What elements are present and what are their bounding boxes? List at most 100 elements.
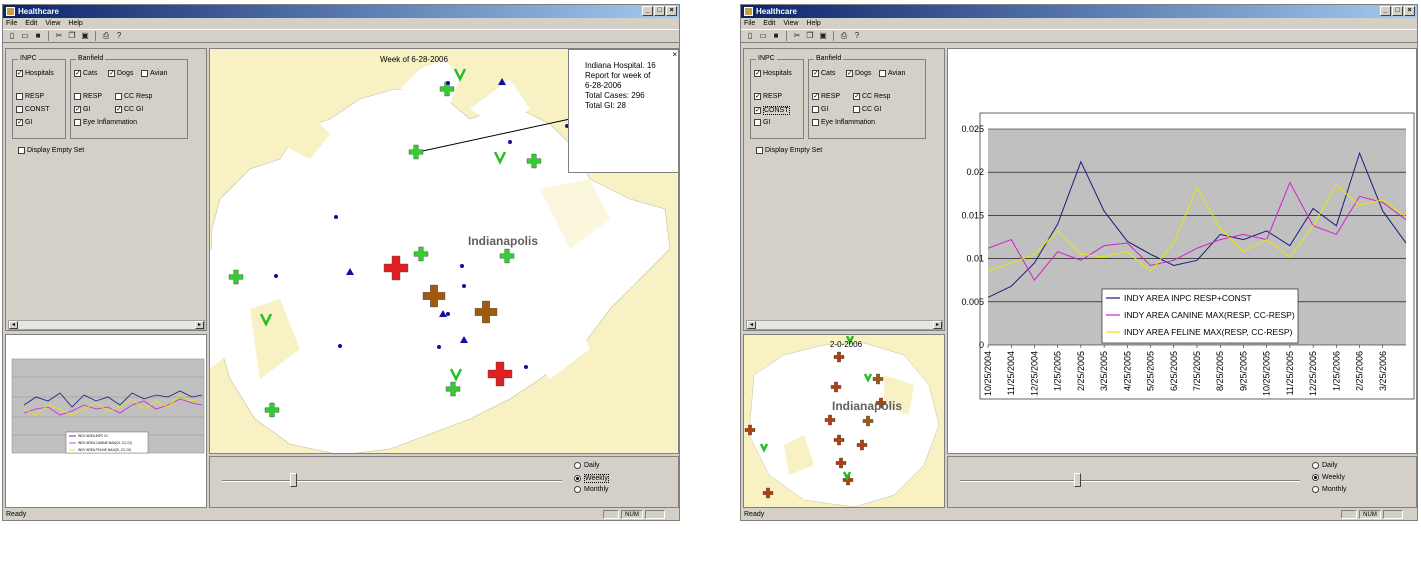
checkbox-gi[interactable]: ✓ GI xyxy=(16,119,33,126)
checkbox-banfield-gi[interactable]: ✓ GI xyxy=(74,106,91,113)
checkbox-resp[interactable]: ✓ RESP xyxy=(754,93,783,100)
open-folder-icon[interactable]: ▭ xyxy=(759,31,767,40)
maximize-button[interactable]: □ xyxy=(654,6,665,16)
time-slider-track[interactable] xyxy=(960,480,1300,482)
status-bar: Ready NUM xyxy=(741,509,1417,520)
y-tick-label: 0.015 xyxy=(961,210,984,220)
checkbox-hospitals[interactable]: ✓ Hospitals xyxy=(16,70,54,77)
checkbox-avian[interactable]: Avian xyxy=(141,70,167,77)
new-file-icon[interactable]: ▯ xyxy=(9,31,15,40)
menu-help[interactable]: Help xyxy=(806,20,821,27)
checkbox-banfield-resp[interactable]: RESP xyxy=(74,93,102,100)
checkbox-const[interactable]: CONST xyxy=(16,106,50,113)
checkbox-avian[interactable]: Avian xyxy=(879,70,905,77)
checkbox-banfield-gi[interactable]: GI xyxy=(812,106,828,113)
radio-monthly[interactable]: Monthly xyxy=(574,486,609,493)
chart-view[interactable]: 0 0.005 0.01 0.015 0.02 0.025 10/25/2004 11/25/… xyxy=(947,48,1417,454)
close-button[interactable]: × xyxy=(1404,6,1415,16)
new-file-icon[interactable]: ▯ xyxy=(747,31,753,40)
minimize-button[interactable]: _ xyxy=(1380,6,1391,16)
checkbox-cc-resp[interactable]: CC Resp xyxy=(115,93,152,100)
minimize-button[interactable]: _ xyxy=(642,6,653,16)
map-thumbnail[interactable]: 2-0-2006 Indianapolis xyxy=(743,334,945,508)
checkbox-display-empty-set[interactable]: Display Empty Set xyxy=(756,147,822,154)
horizontal-scrollbar[interactable]: ◂ ▸ xyxy=(8,320,205,330)
check-icon: ✓ xyxy=(16,70,23,77)
paste-icon[interactable]: ▣ xyxy=(819,31,827,40)
print-icon[interactable]: ⎙ xyxy=(840,31,848,40)
print-icon[interactable]: ⎙ xyxy=(102,31,110,40)
window-title: Healthcare xyxy=(18,7,59,16)
time-slider-track[interactable] xyxy=(222,480,562,482)
cut-icon[interactable]: ✂ xyxy=(793,31,801,40)
checkbox-cc-gi[interactable]: CC GI xyxy=(853,106,881,113)
close-button[interactable]: × xyxy=(666,6,677,16)
checkbox-gi[interactable]: GI xyxy=(754,119,770,126)
dog-gi-marker xyxy=(493,151,507,165)
checkbox-cc-gi[interactable]: ✓ CC GI xyxy=(115,106,144,113)
checkbox-const[interactable]: ✓ CONST xyxy=(754,106,790,115)
checkbox-dogs[interactable]: ✓ Dogs xyxy=(846,70,872,77)
radio-daily[interactable]: Daily xyxy=(1312,462,1338,469)
help-icon[interactable]: ? xyxy=(116,31,122,40)
checkbox-hospitals[interactable]: ✓ Hospitals xyxy=(754,70,792,77)
cat-gi-marker xyxy=(228,269,244,285)
minimap-markers xyxy=(744,335,887,499)
menu-file[interactable]: File xyxy=(6,20,18,27)
menu-file[interactable]: File xyxy=(744,20,756,27)
scroll-left-icon[interactable]: ◂ xyxy=(9,321,18,329)
medium-case-marker xyxy=(862,415,874,427)
chart-legend: INDY AREA INPC RESP+CONST INDY AREA CANIN… xyxy=(1101,288,1299,344)
menu-view[interactable]: View xyxy=(45,20,61,27)
x-tick-label: 12/25/2005 xyxy=(1308,351,1318,396)
open-folder-icon[interactable]: ▭ xyxy=(21,31,29,40)
hospital-triangle-marker xyxy=(460,336,468,343)
menu-help[interactable]: Help xyxy=(68,20,83,27)
menu-edit[interactable]: Edit xyxy=(25,20,38,27)
y-tick-label: 0.02 xyxy=(966,167,984,177)
checkbox-cats[interactable]: ✓ Cats xyxy=(74,70,98,77)
y-tick-label: 0.005 xyxy=(961,297,984,307)
menu-bar: File Edit View Help xyxy=(741,18,1417,29)
map-canvas[interactable] xyxy=(210,49,679,454)
minimap-week-label: 2-0-2006 xyxy=(830,340,863,349)
scroll-left-icon[interactable]: ◂ xyxy=(747,321,756,329)
time-slider-thumb[interactable] xyxy=(1074,473,1081,487)
paste-icon[interactable]: ▣ xyxy=(81,31,89,40)
hospital-triangle-marker xyxy=(439,310,447,317)
radio-weekly[interactable]: Weekly xyxy=(574,474,609,483)
horizontal-scrollbar[interactable]: ◂ ▸ xyxy=(746,320,943,330)
help-icon[interactable]: ? xyxy=(854,31,860,40)
maximize-button[interactable]: □ xyxy=(1392,6,1403,16)
checkbox-cats[interactable]: ✓ Cats xyxy=(812,70,836,77)
scroll-right-icon[interactable]: ▸ xyxy=(933,321,942,329)
checkbox-eye-inflammation[interactable]: Eye Inflammation xyxy=(812,119,875,126)
save-icon[interactable]: ■ xyxy=(773,31,779,40)
checkbox-cc-resp[interactable]: ✓ CC Resp xyxy=(853,93,891,100)
chart-thumbnail[interactable]: INDY AREA INPC GI INDY AREA CANINE MAX(G… xyxy=(5,334,207,508)
time-slider-thumb[interactable] xyxy=(290,473,297,487)
radio-daily[interactable]: Daily xyxy=(574,462,600,469)
menu-view[interactable]: View xyxy=(783,20,799,27)
cut-icon[interactable]: ✂ xyxy=(55,31,63,40)
case-marker xyxy=(875,397,887,409)
checkbox-dogs[interactable]: ✓ Dogs xyxy=(108,70,134,77)
menu-edit[interactable]: Edit xyxy=(763,20,776,27)
checkbox-resp[interactable]: RESP xyxy=(16,93,44,100)
checkbox-banfield-resp[interactable]: ✓ RESP xyxy=(812,93,841,100)
radio-weekly[interactable]: Weekly xyxy=(1312,474,1345,481)
save-icon[interactable]: ■ xyxy=(35,31,41,40)
map-view[interactable]: Week of 6-28-2006 Indianapolis × Indiana… xyxy=(209,48,679,454)
cat-gi-marker xyxy=(445,381,461,397)
popup-close-icon[interactable]: × xyxy=(672,50,677,59)
checkbox-eye-inflammation[interactable]: Eye Inflammation xyxy=(74,119,137,126)
radio-monthly[interactable]: Monthly xyxy=(1312,486,1347,493)
copy-icon[interactable]: ❐ xyxy=(68,31,76,40)
checkbox-display-empty-set[interactable]: Display Empty Set xyxy=(18,147,84,154)
x-tick-label: 8/25/2005 xyxy=(1215,351,1225,391)
scroll-right-icon[interactable]: ▸ xyxy=(195,321,204,329)
left-app-window: Healthcare _ □ × File Edit View Help ▯ ▭… xyxy=(2,4,680,521)
inpc-group-title: INPC xyxy=(18,55,39,62)
medium-case-marker xyxy=(422,284,446,308)
copy-icon[interactable]: ❐ xyxy=(806,31,814,40)
